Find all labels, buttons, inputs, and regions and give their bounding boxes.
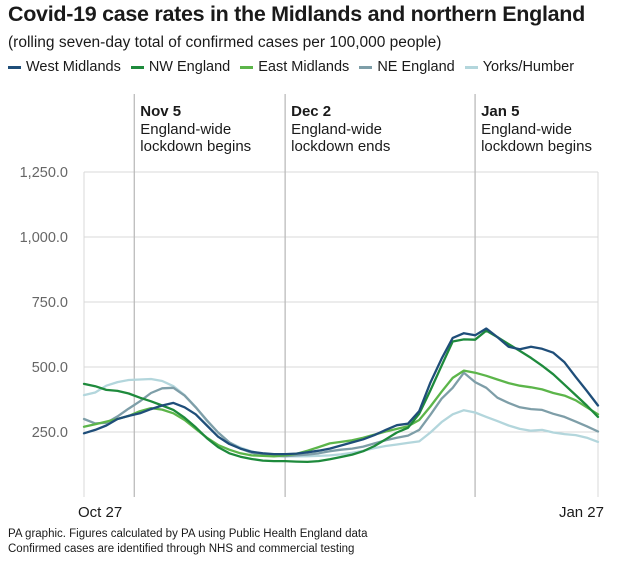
legend-item-yorks-humber: Yorks/Humber bbox=[464, 59, 575, 75]
legend-label-ne-england: NE England bbox=[377, 59, 455, 75]
legend-label-nw-england: NW England bbox=[148, 59, 231, 75]
y-tick-label-250: 250.0 bbox=[32, 425, 68, 441]
event-date-jan-5: Jan 5 bbox=[481, 103, 519, 120]
legend-label-west-midlands: West Midlands bbox=[26, 59, 121, 75]
legend-swatch-nw-england bbox=[130, 65, 144, 69]
x-tick-label-jan-27: Jan 27 bbox=[559, 504, 604, 521]
series-line-east-midlands bbox=[82, 369, 600, 458]
legend-swatch-ne-england bbox=[359, 65, 373, 69]
legend-item-nw-england: NW England bbox=[130, 59, 231, 75]
y-tick-label-750: 750.0 bbox=[32, 295, 68, 311]
series-line-ne-england bbox=[82, 371, 600, 458]
event-text-line1-jan-5: England-wide bbox=[481, 121, 572, 138]
event-text-line2-nov-5: lockdown begins bbox=[140, 138, 251, 155]
chart-footer: PA graphic. Figures calculated by PA usi… bbox=[8, 527, 368, 557]
event-date-dec-2: Dec 2 bbox=[291, 103, 331, 120]
event-text-line1-nov-5: England-wide bbox=[140, 121, 231, 138]
legend-swatch-east-midlands bbox=[240, 65, 254, 69]
event-text-line1-dec-2: England-wide bbox=[291, 121, 382, 138]
legend-item-ne-england: NE England bbox=[359, 59, 455, 75]
x-tick-label-oct-27: Oct 27 bbox=[78, 504, 122, 521]
footer-source: PA graphic. Figures calculated by PA usi… bbox=[8, 528, 368, 540]
chart-subtitle: (rolling seven-day total of confirmed ca… bbox=[8, 34, 442, 51]
series-line-nw-england bbox=[82, 329, 600, 464]
legend: West Midlands NW England East Midlands N… bbox=[8, 59, 574, 75]
event-date-nov-5: Nov 5 bbox=[140, 103, 181, 120]
legend-swatch-west-midlands bbox=[8, 65, 21, 69]
chart-title: Covid-19 case rates in the Midlands and … bbox=[8, 2, 585, 26]
event-text-line2-dec-2: lockdown ends bbox=[291, 138, 390, 155]
series-line-yorks-humber bbox=[82, 377, 600, 458]
legend-item-east-midlands: East Midlands bbox=[240, 59, 349, 75]
event-text-line2-jan-5: lockdown begins bbox=[481, 138, 592, 155]
series-line-west-midlands bbox=[82, 327, 600, 456]
y-tick-label-500: 500.0 bbox=[32, 360, 68, 376]
y-tick-label-1250: 1,250.0 bbox=[20, 165, 68, 181]
y-tick-label-1000: 1,000.0 bbox=[20, 230, 68, 246]
footer-note: Confirmed cases are identified through N… bbox=[8, 543, 355, 555]
legend-swatch-yorks-humber bbox=[464, 65, 478, 69]
legend-label-yorks-humber: Yorks/Humber bbox=[482, 59, 575, 75]
legend-item-west-midlands: West Midlands bbox=[8, 59, 121, 75]
legend-label-east-midlands: East Midlands bbox=[258, 59, 350, 75]
